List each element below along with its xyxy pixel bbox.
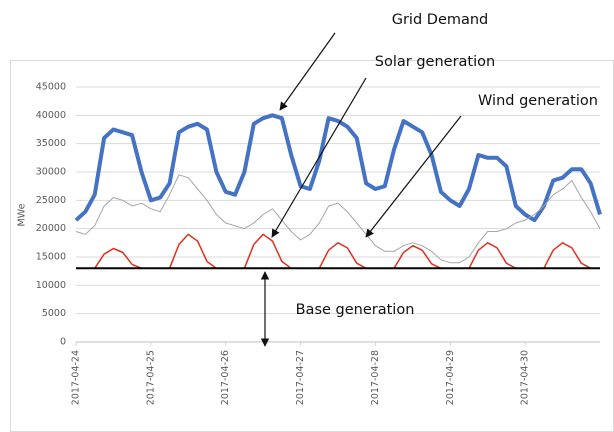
annotation-arrow	[365, 115, 462, 238]
annotation: Solar generation	[375, 54, 495, 70]
y-tick-label: 25000	[36, 195, 66, 206]
series-line	[75, 174, 601, 264]
x-tick-label: 2017-04-29	[445, 350, 456, 405]
series-line	[74, 113, 602, 223]
annotation-arrow	[271, 77, 367, 238]
y-axis-label: MWe	[17, 203, 28, 226]
annotation-arrow	[279, 32, 336, 111]
x-tick-label: 2017-04-30	[520, 350, 531, 405]
y-tick-label: 0	[60, 337, 66, 348]
annotation: Grid Demand	[392, 12, 489, 28]
annotation: Base generation	[296, 302, 415, 318]
y-tick-label: 45000	[36, 82, 66, 93]
x-tick-label: 2017-04-28	[370, 350, 381, 405]
x-tick-label: 2017-04-24	[71, 350, 82, 405]
plot-area: 0 5000 10000 15000 20000 25000 30000 35000 40000…	[36, 82, 602, 405]
annotation: Wind generation	[478, 93, 598, 109]
y-tick-label: 30000	[36, 167, 66, 178]
y-tick-label: 40000	[36, 110, 66, 121]
y-tick-label: 20000	[36, 223, 66, 234]
x-tick-label: 2017-04-27	[295, 350, 306, 405]
chart-frame	[10, 60, 614, 432]
y-tick-label: 35000	[36, 138, 66, 149]
y-tick-label: 15000	[36, 252, 66, 263]
x-tick-label: 2017-04-25	[145, 350, 156, 405]
x-tick-label: 2017-04-26	[220, 350, 231, 405]
y-tick-label: 5000	[42, 308, 66, 319]
y-tick-label: 10000	[36, 280, 66, 291]
